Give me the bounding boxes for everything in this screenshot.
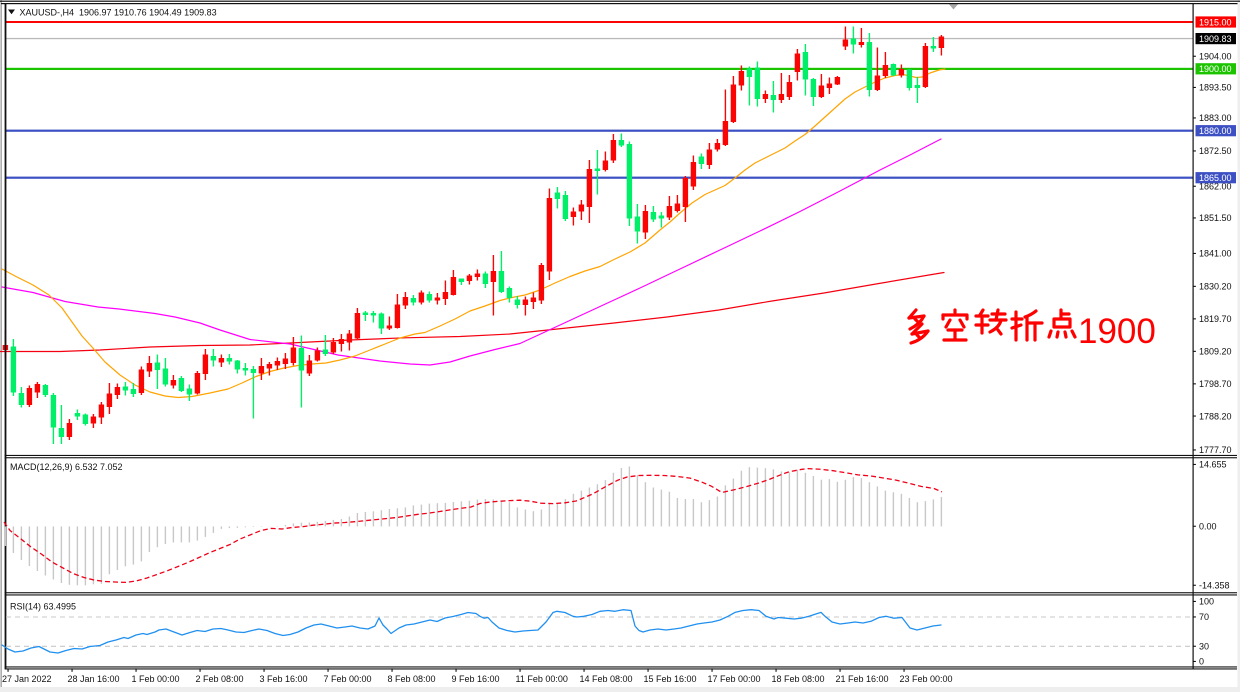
svg-text:1900: 1900 bbox=[1078, 312, 1156, 351]
svg-text:7 Feb 00:00: 7 Feb 00:00 bbox=[324, 674, 372, 684]
svg-text:1 Feb 00:00: 1 Feb 00:00 bbox=[132, 674, 180, 684]
svg-text:1909.83: 1909.83 bbox=[1199, 34, 1232, 44]
svg-text:1880.00: 1880.00 bbox=[1199, 126, 1232, 136]
svg-text:RSI(14) 63.4995: RSI(14) 63.4995 bbox=[10, 602, 76, 612]
svg-text:1809.20: 1809.20 bbox=[1199, 347, 1232, 357]
svg-text:1865.00: 1865.00 bbox=[1199, 173, 1232, 183]
svg-text:1893.50: 1893.50 bbox=[1199, 83, 1232, 93]
svg-text:2 Feb 08:00: 2 Feb 08:00 bbox=[196, 674, 244, 684]
svg-text:0: 0 bbox=[1199, 657, 1204, 667]
svg-text:1788.20: 1788.20 bbox=[1199, 411, 1232, 421]
svg-text:14 Feb 08:00: 14 Feb 08:00 bbox=[580, 674, 633, 684]
svg-text:30: 30 bbox=[1199, 642, 1209, 652]
svg-text:XAUUSD-,H4 1906.97 1910.76 19: XAUUSD-,H4 1906.97 1910.76 1904.49 1909.… bbox=[20, 7, 217, 17]
svg-text:1830.20: 1830.20 bbox=[1199, 282, 1232, 292]
svg-text:-14.358: -14.358 bbox=[1199, 581, 1230, 591]
svg-text:17 Feb 00:00: 17 Feb 00:00 bbox=[708, 674, 761, 684]
svg-text:1900.00: 1900.00 bbox=[1199, 64, 1232, 74]
svg-text:21 Feb 16:00: 21 Feb 16:00 bbox=[836, 674, 889, 684]
svg-text:11 Feb 00:00: 11 Feb 00:00 bbox=[516, 674, 568, 684]
svg-text:1883.00: 1883.00 bbox=[1199, 113, 1232, 123]
svg-text:15 Feb 16:00: 15 Feb 16:00 bbox=[644, 674, 697, 684]
svg-text:1851.50: 1851.50 bbox=[1199, 213, 1232, 223]
svg-text:1841.00: 1841.00 bbox=[1199, 249, 1232, 259]
svg-text:23 Feb 00:00: 23 Feb 00:00 bbox=[900, 674, 953, 684]
svg-text:3 Feb 16:00: 3 Feb 16:00 bbox=[260, 674, 308, 684]
svg-text:14.655: 14.655 bbox=[1199, 460, 1227, 470]
svg-text:70: 70 bbox=[1199, 612, 1209, 622]
svg-text:1798.70: 1798.70 bbox=[1199, 379, 1232, 389]
svg-text:28 Jan 16:00: 28 Jan 16:00 bbox=[68, 674, 120, 684]
svg-text:MACD(12,26,9) 6.532 7.052: MACD(12,26,9) 6.532 7.052 bbox=[10, 462, 123, 472]
svg-text:1872.50: 1872.50 bbox=[1199, 146, 1232, 156]
svg-text:8 Feb 08:00: 8 Feb 08:00 bbox=[388, 674, 436, 684]
svg-text:0.00: 0.00 bbox=[1199, 522, 1217, 532]
svg-text:100: 100 bbox=[1199, 597, 1214, 607]
svg-text:1819.70: 1819.70 bbox=[1199, 314, 1232, 324]
svg-text:1862.00: 1862.00 bbox=[1199, 182, 1232, 192]
svg-text:18 Feb 08:00: 18 Feb 08:00 bbox=[772, 674, 825, 684]
svg-text:1904.00: 1904.00 bbox=[1199, 52, 1232, 62]
svg-text:27 Jan 2022: 27 Jan 2022 bbox=[2, 674, 52, 684]
svg-text:1777.70: 1777.70 bbox=[1199, 445, 1232, 455]
svg-text:1915.00: 1915.00 bbox=[1199, 17, 1232, 27]
svg-text:9 Feb 16:00: 9 Feb 16:00 bbox=[452, 674, 500, 684]
